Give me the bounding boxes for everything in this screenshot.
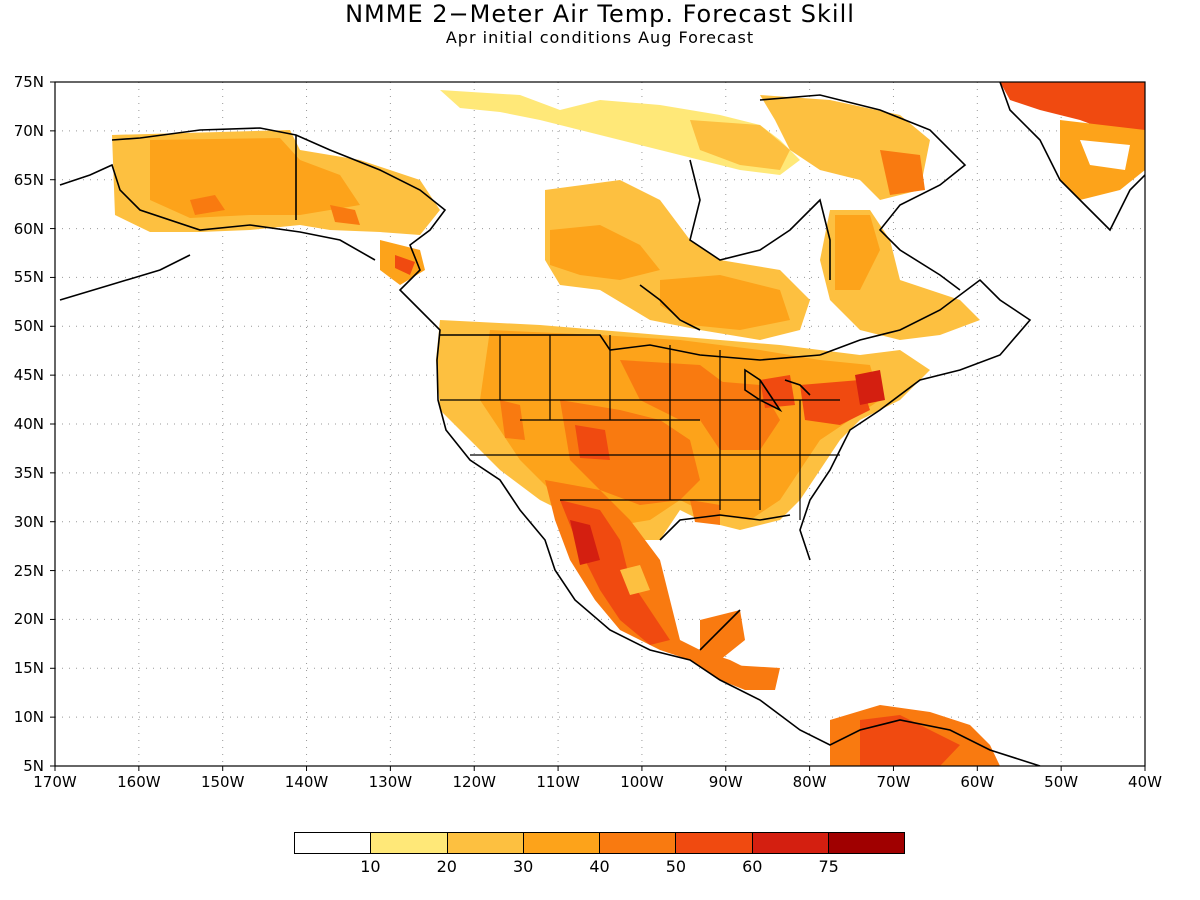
lon-tick-label: 160W bbox=[117, 773, 161, 791]
colorbar-segment bbox=[447, 833, 524, 853]
colorbar-segment bbox=[295, 833, 372, 853]
colorbar-label: 60 bbox=[742, 857, 763, 876]
lat-tick-label: 40N bbox=[13, 415, 44, 433]
lat-tick-label: 20N bbox=[13, 610, 44, 629]
colorbar-label: 10 bbox=[360, 857, 381, 876]
lat-tick-label: 50N bbox=[13, 317, 44, 336]
colorbar-label: 30 bbox=[512, 857, 534, 876]
axis-ticks bbox=[50, 81, 1146, 771]
skill-shading bbox=[112, 82, 1145, 766]
lon-tick-label: 140W bbox=[284, 773, 329, 791]
map-subtitle: Apr initial conditions Aug Forecast bbox=[445, 28, 755, 47]
colorbar-segment bbox=[371, 833, 448, 853]
colorbar-label: 75 bbox=[818, 857, 839, 876]
colorbar-segment bbox=[752, 833, 829, 853]
lon-tick-label: 100W bbox=[620, 773, 664, 791]
state-borders bbox=[440, 335, 840, 520]
lon-tick-label: 40W bbox=[1128, 773, 1162, 791]
lon-tick-label: 80W bbox=[792, 773, 827, 791]
lat-tick-label: 35N bbox=[13, 463, 44, 482]
colorbar-label: 20 bbox=[436, 857, 457, 876]
lat-tick-label: 45N bbox=[13, 366, 44, 385]
lon-tick-label: 130W bbox=[368, 773, 413, 791]
lat-tick-label: 15N bbox=[13, 659, 44, 678]
map-title: NMME 2−Meter Air Temp. Forecast Skill bbox=[345, 0, 855, 28]
lat-tick-label: 25N bbox=[13, 561, 44, 580]
coastlines bbox=[59, 82, 1145, 766]
lon-tick-label: 60W bbox=[960, 773, 995, 791]
lat-tick-label: 75N bbox=[13, 73, 44, 91]
lon-tick-label: 110W bbox=[536, 773, 580, 791]
lat-tick-label: 55N bbox=[13, 268, 44, 287]
lat-tick-label: 5N bbox=[23, 757, 44, 775]
lat-tick-label: 60N bbox=[13, 219, 44, 238]
lat-tick-label: 10N bbox=[13, 708, 44, 727]
lon-tick-label: 50W bbox=[1044, 773, 1079, 791]
lon-tick-label: 170W bbox=[33, 773, 77, 791]
lat-tick-label: 70N bbox=[13, 121, 44, 140]
colorbar-label: 50 bbox=[665, 857, 687, 876]
lon-tick-label: 70W bbox=[876, 773, 911, 791]
colorbar-label: 40 bbox=[589, 857, 610, 876]
colorbar-segment bbox=[828, 833, 904, 853]
colorbar-segment bbox=[523, 833, 600, 853]
colorbar-segment bbox=[600, 833, 677, 853]
lon-tick-label: 90W bbox=[708, 773, 743, 791]
lat-tick-label: 30N bbox=[13, 512, 44, 531]
colorbar-segment bbox=[676, 833, 753, 853]
lon-tick-label: 120W bbox=[452, 773, 496, 791]
colorbar bbox=[294, 832, 905, 854]
lon-tick-label: 150W bbox=[200, 773, 245, 791]
lat-tick-label: 65N bbox=[13, 170, 44, 189]
